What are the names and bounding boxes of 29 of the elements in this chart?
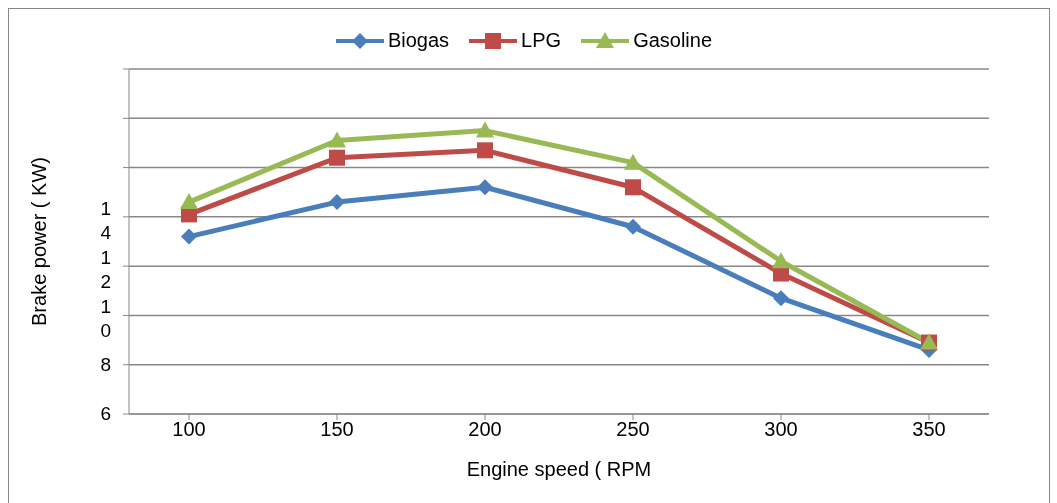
point (477, 179, 493, 196)
point (625, 218, 641, 235)
point (328, 131, 346, 148)
legend-label: Biogas (386, 29, 450, 52)
point (329, 149, 345, 166)
point (180, 193, 198, 210)
y-tick-label: 8 (100, 353, 111, 375)
x-tick-label: 350 (912, 418, 946, 441)
x-tick-label: 150 (320, 418, 354, 441)
y-tick-label: 1 2 (100, 247, 111, 293)
x-tick-label: 100 (172, 418, 206, 441)
point (329, 194, 345, 211)
point (181, 228, 197, 245)
y-tick-label: 6 (100, 403, 111, 424)
point (477, 142, 493, 159)
point (772, 252, 790, 269)
legend-label: LPG (520, 29, 562, 52)
point (625, 179, 641, 196)
point (773, 290, 789, 307)
x-tick-label: 300 (764, 418, 798, 441)
y-tick-label: 1 4 (100, 197, 112, 243)
y-tick-label: 1 0 (100, 296, 111, 342)
x-axis-title: Engine speed ( RPM (466, 458, 652, 480)
point (624, 153, 642, 170)
point (476, 121, 494, 138)
legend-label: Gasoline (632, 29, 713, 52)
x-tick-label: 200 (468, 418, 502, 441)
x-tick-label: 250 (616, 418, 650, 441)
y-axis-title: Brake power ( KW) (28, 157, 51, 326)
